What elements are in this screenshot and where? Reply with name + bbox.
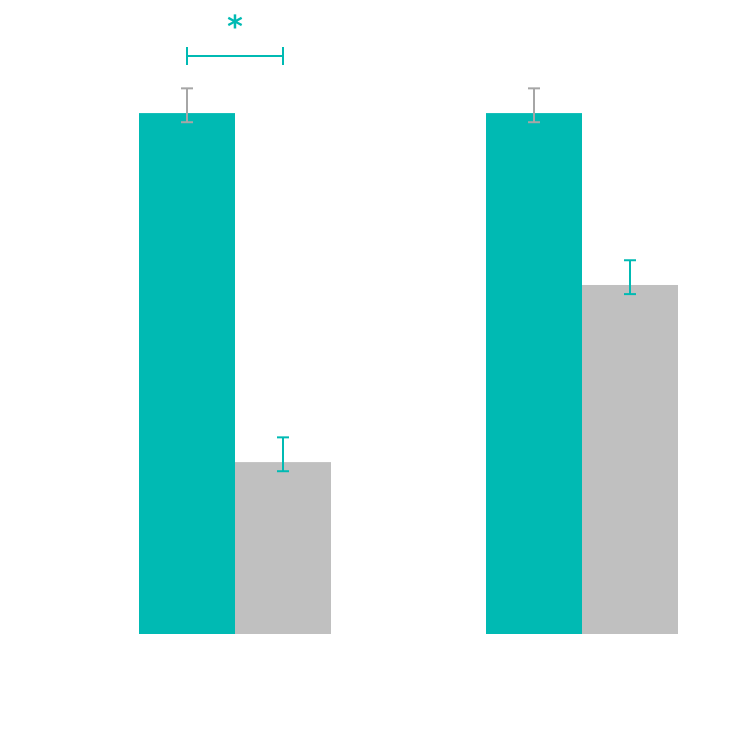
bar-group2-series2 bbox=[582, 284, 678, 634]
significance-star: * bbox=[227, 10, 243, 45]
bar-group2-series1 bbox=[486, 113, 582, 634]
bar-group1-series2 bbox=[235, 462, 331, 634]
bar-group1-series1 bbox=[139, 113, 235, 634]
